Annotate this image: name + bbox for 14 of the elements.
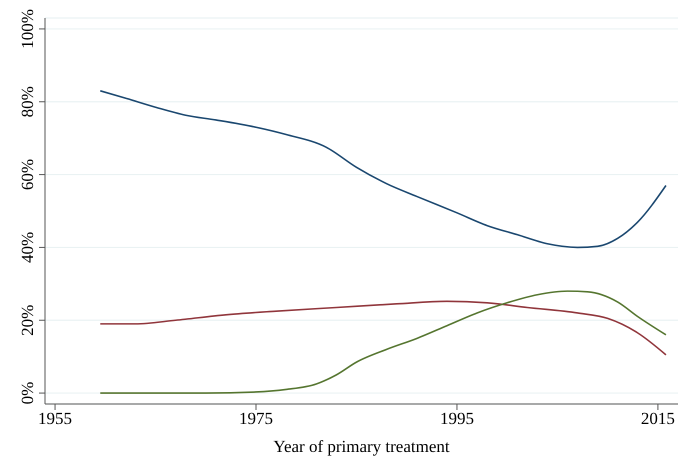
x-tick-label: 2015 [640, 409, 675, 428]
x-tick-label: 1975 [239, 409, 273, 428]
y-tick-label: 40% [18, 232, 37, 263]
line-series [99, 300, 667, 356]
line-series [99, 90, 667, 248]
x-tick-label: 1995 [440, 409, 474, 428]
y-tick-label: 80% [18, 86, 37, 118]
y-tick-label: 100% [18, 9, 37, 49]
line-series [99, 290, 667, 394]
x-tick-label: 1955 [38, 409, 72, 428]
y-tick-label: 20% [18, 304, 37, 336]
y-tick-label: 60% [18, 159, 37, 190]
x-axis-title: Year of primary treatment [273, 437, 450, 456]
y-tick-label: 0% [18, 382, 37, 404]
